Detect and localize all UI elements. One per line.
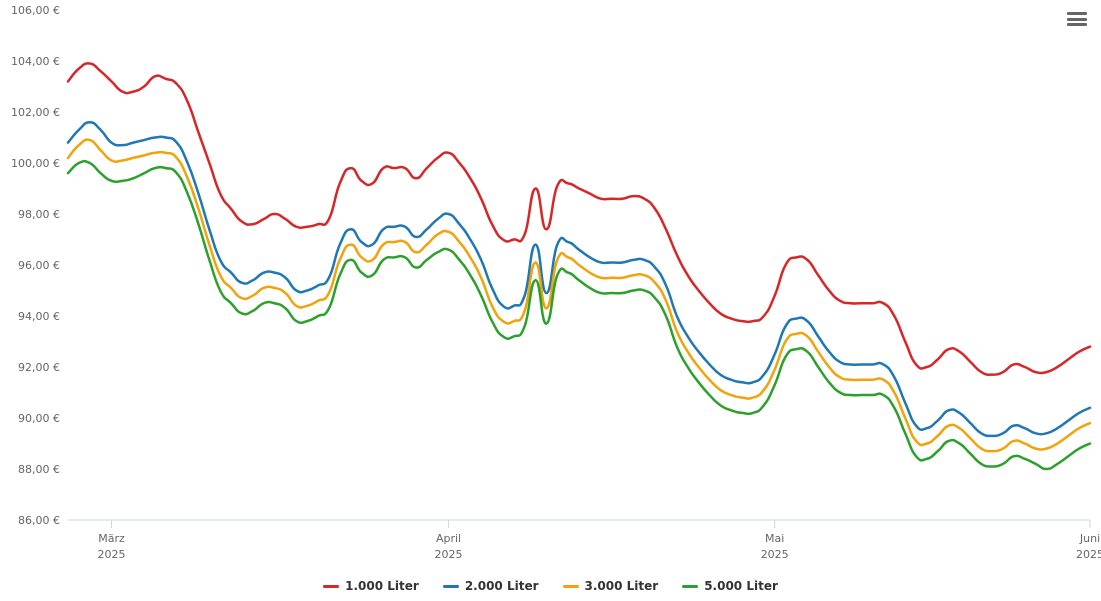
series-line[interactable] — [68, 63, 1090, 374]
hamburger-icon — [1067, 12, 1087, 15]
y-axis-tick-label: 94,00 € — [18, 310, 60, 323]
y-axis-tick-label: 92,00 € — [18, 361, 60, 374]
y-axis-tick-label: 86,00 € — [18, 514, 60, 527]
x-axis-tick-label: Juni — [1079, 532, 1100, 545]
x-axis-tick-label: März — [98, 532, 125, 545]
y-axis-tick-label: 90,00 € — [18, 412, 60, 425]
legend-label: 2.000 Liter — [465, 579, 539, 593]
x-axis-tick-sublabel: 2025 — [1076, 548, 1101, 561]
legend-swatch — [682, 585, 698, 588]
legend-swatch — [323, 585, 339, 588]
legend-swatch — [443, 585, 459, 588]
x-axis-tick-sublabel: 2025 — [435, 548, 463, 561]
y-axis-tick-label: 102,00 € — [11, 106, 60, 119]
chart-canvas: 86,00 € 88,00 € 90,00 € 92,00 € 94,00 € 96,00… — [0, 0, 1101, 601]
legend-item[interactable]: 3.000 Liter — [563, 579, 659, 593]
chart-menu-button[interactable] — [1065, 8, 1089, 30]
x-axis-tick-label: April — [436, 532, 461, 545]
price-chart: 86,00 € 88,00 € 90,00 € 92,00 € 94,00 € 96,00… — [0, 0, 1101, 601]
x-axis-tick-sublabel: 2025 — [97, 548, 125, 561]
y-axis-tick-label: 88,00 € — [18, 463, 60, 476]
y-axis-tick-label: 98,00 € — [18, 208, 60, 221]
y-axis-tick-label: 106,00 € — [11, 4, 60, 17]
y-axis-tick-label: 104,00 € — [11, 55, 60, 68]
x-axis-tick-sublabel: 2025 — [761, 548, 789, 561]
legend-item[interactable]: 5.000 Liter — [682, 579, 778, 593]
legend-label: 1.000 Liter — [345, 579, 419, 593]
legend-item[interactable]: 2.000 Liter — [443, 579, 539, 593]
y-axis-tick-label: 100,00 € — [11, 157, 60, 170]
legend-label: 3.000 Liter — [585, 579, 659, 593]
legend-label: 5.000 Liter — [704, 579, 778, 593]
legend-swatch — [563, 585, 579, 588]
y-axis-tick-label: 96,00 € — [18, 259, 60, 272]
series-line[interactable] — [68, 140, 1090, 452]
legend-item[interactable]: 1.000 Liter — [323, 579, 419, 593]
x-axis-tick-label: Mai — [765, 532, 784, 545]
chart-legend: 1.000 Liter 2.000 Liter 3.000 Liter 5.000 L… — [0, 577, 1101, 594]
